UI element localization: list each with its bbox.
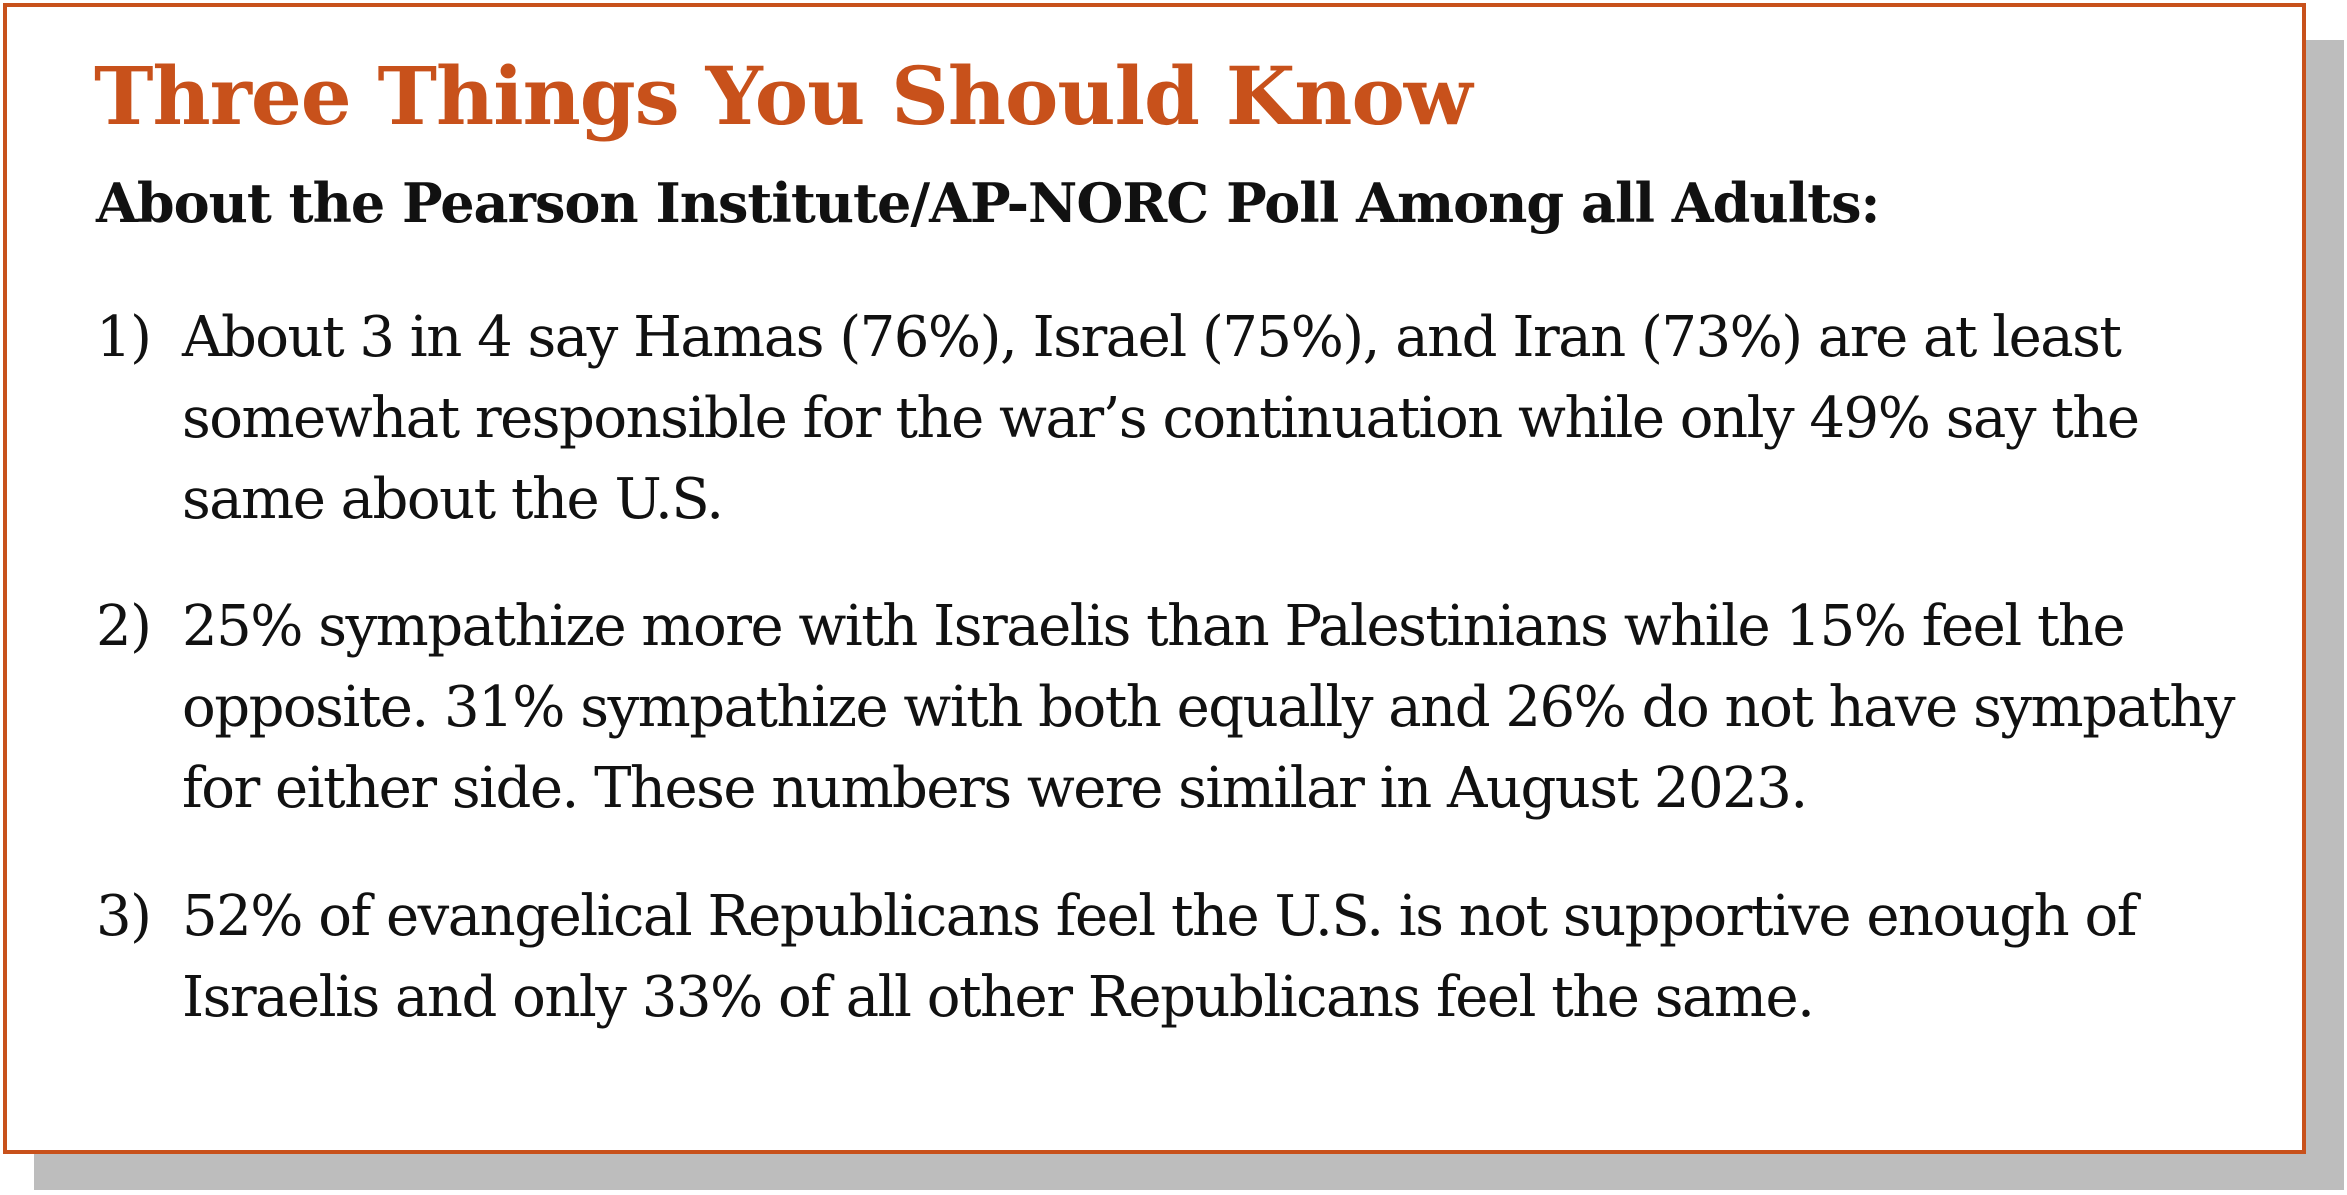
list-item-1: 1) About 3 in 4 say Hamas (76%), Israel …	[96, 297, 2276, 540]
card-subtitle: About the Pearson Institute/AP-NORC Poll…	[96, 171, 1880, 235]
list-item-number: 1)	[96, 305, 152, 370]
list-item-text: 52% of evangelical Republicans feel the …	[182, 884, 2137, 1030]
list-item-3: 3) 52% of evangelical Republicans feel t…	[96, 876, 2276, 1038]
list-item-2: 2) 25% sympathize more with Israelis tha…	[96, 586, 2276, 829]
list-item-text: 25% sympathize more with Israelis than P…	[182, 594, 2236, 821]
card-title: Three Things You Should Know	[94, 49, 1473, 143]
list-item-text: About 3 in 4 say Hamas (76%), Israel (75…	[182, 305, 2140, 532]
list-item-number: 3)	[96, 884, 152, 949]
info-card	[3, 3, 2306, 1154]
list-item-number: 2)	[96, 594, 152, 659]
